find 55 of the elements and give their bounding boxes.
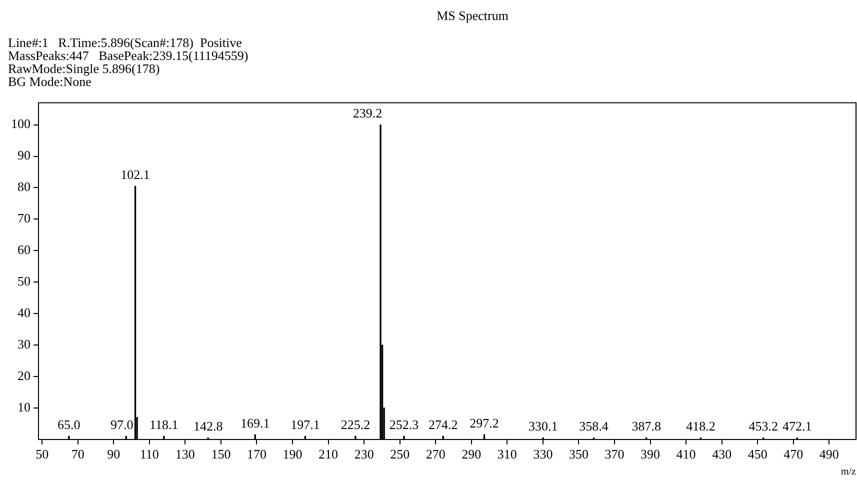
x-axis-title: m/z [841,466,857,478]
x-tick-label: 430 [712,446,732,462]
x-tick-label: 150 [211,446,231,462]
x-tick-label: 490 [819,446,839,462]
annotation: 418.2 [686,418,716,434]
annotation: 387.8 [632,418,661,434]
x-tick-label: 390 [640,446,660,462]
annotation: 252.3 [389,417,419,432]
y-tick-label: 40 [18,304,30,320]
x-tick-label: 70 [71,446,84,462]
x-tick-label: 190 [282,446,302,462]
chart-title: MS Spectrum [436,8,510,25]
y-tick-label: 80 [18,179,30,194]
annotation: 225.2 [340,417,370,432]
x-tick-label: 170 [246,446,266,462]
y-tick-label: 70 [18,210,30,226]
annotation: 97.0 [110,417,134,432]
annotation: 169.1 [240,416,270,431]
annotation: 274.2 [428,417,458,432]
y-tick-label: 20 [18,368,30,383]
annotation: 330.1 [528,418,558,434]
x-tick-label: 50 [36,446,49,462]
x-tick-label: 470 [784,446,804,462]
y-tick-label: 90 [18,148,30,163]
annotation: 118.1 [150,417,178,432]
annotation: 358.4 [579,418,609,434]
x-tick-label: 310 [497,446,517,462]
y-tick-label: 30 [18,336,30,352]
x-tick-label: 330 [533,446,553,462]
x-tick-label: 350 [568,446,588,462]
annotation: 102.1 [120,167,150,182]
annotation: 142.8 [193,418,223,434]
annotation: 65.0 [58,417,80,432]
x-tick-label: 210 [318,446,338,462]
annotation: 472.1 [782,418,812,434]
y-tick-label: 60 [18,242,30,258]
text: RawMode:Single 5.896(178) [8,61,160,76]
x-tick-label: 230 [354,446,374,462]
annotation: 239.2 [352,106,382,121]
x-tick-label: 370 [604,446,624,462]
x-tick-label: 410 [676,446,696,462]
y-tick-label: 10 [18,399,30,414]
y-tick-label: 50 [18,274,30,289]
x-tick-label: 270 [426,446,446,462]
x-tick-label: 450 [748,446,768,462]
annotation: 453.2 [748,418,778,434]
x-tick-label: 250 [390,446,410,462]
x-tick-label: 90 [107,446,120,462]
annotation: 197.1 [290,417,320,432]
x-tick-label: 130 [175,446,195,462]
x-tick-label: 290 [462,446,482,462]
text: Line#:1 R.Time:5.896(Scan#:178) Positive [8,35,243,50]
annotation: 297.2 [470,416,499,431]
y-tick-label: 100 [11,116,30,132]
x-tick-label: 110 [140,446,159,462]
